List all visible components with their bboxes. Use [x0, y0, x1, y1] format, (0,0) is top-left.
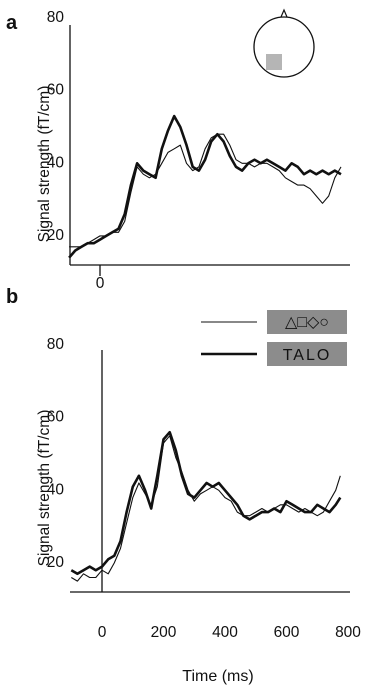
- panel-a-y-tick-label: 60: [47, 82, 65, 99]
- panel-b-y-axis-label: Signal strength (fT/cm): [36, 410, 53, 567]
- panel-a-series-thin: [69, 133, 342, 248]
- panel-b: b △□◇○ TALO Signal strength (fT/cm) 20 4…: [6, 286, 361, 685]
- panel-b-x-tick-label: 400: [212, 624, 238, 641]
- legend-label-shapes: △□◇○: [285, 314, 329, 331]
- panel-b-series-thin: [71, 435, 341, 582]
- panel-a-series-thick: [68, 114, 342, 259]
- panel-a-y-tick-label: 80: [47, 9, 65, 26]
- legend-box-shapes: [267, 310, 347, 334]
- legend: △□◇○ TALO: [201, 310, 347, 366]
- panel-b-x-tick-label: 600: [274, 624, 300, 641]
- panel-b-y-tick-label: 60: [47, 409, 65, 426]
- panel-a-y-axis-label: Signal strength (fT/cm): [36, 86, 53, 243]
- legend-label-talo: TALO: [283, 347, 332, 364]
- panel-b-y-tick-label: 40: [47, 481, 65, 498]
- panel-a-y-tick-label: 20: [47, 227, 65, 244]
- legend-box-talo: [267, 342, 347, 366]
- panel-a-label: a: [6, 12, 18, 34]
- sensor-patch: [266, 54, 282, 70]
- panel-a-x-tick-label: 0: [96, 275, 105, 292]
- panel-b-series-thick: [70, 430, 342, 576]
- panel-b-label: b: [6, 286, 18, 308]
- panel-b-y-tick-label: 20: [47, 554, 65, 571]
- head-sensor-map-icon: [253, 8, 315, 78]
- panel-b-y-tick-label: 80: [47, 336, 65, 353]
- panel-b-x-tick-label: 800: [335, 624, 361, 641]
- panel-b-x-axis-label: Time (ms): [182, 668, 253, 685]
- panel-a: a Signal strength (fT/cm) 20 40 60 80 0: [6, 8, 350, 292]
- panel-a-y-tick-label: 40: [47, 154, 65, 171]
- panel-b-x-tick-label: 0: [98, 624, 107, 641]
- panel-b-x-tick-label: 200: [151, 624, 177, 641]
